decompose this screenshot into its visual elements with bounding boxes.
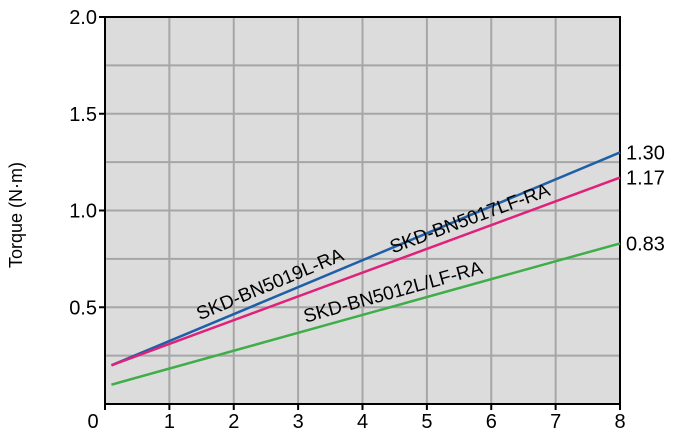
x-tick-label: 5 <box>421 411 432 431</box>
end-value-label: 1.17 <box>626 168 665 190</box>
series-line <box>111 176 621 367</box>
y-tick-label: 1.5 <box>69 104 97 126</box>
end-value-labels: 1.30 1.17 0.83 <box>626 142 665 255</box>
x-tick-label: 4 <box>357 411 368 431</box>
y-tick-label: 2.0 <box>69 7 97 29</box>
y-tick-label: 0.5 <box>69 297 97 319</box>
x-tick-label: 6 <box>486 411 497 431</box>
y-tick-label: 1.0 <box>69 201 97 223</box>
end-value-label: 0.83 <box>626 233 665 255</box>
x-tick-label: 1 <box>164 411 175 431</box>
series-line <box>110 151 621 367</box>
x-tick-label: 0 <box>87 411 98 431</box>
y-axis-label: Torque (N·m) <box>6 162 26 268</box>
x-tick-labels: 0 1 2 3 4 5 6 7 8 <box>87 411 625 431</box>
x-tick-label: 2 <box>228 411 239 431</box>
y-tick-labels: 0.5 1.0 1.5 2.0 <box>69 7 97 319</box>
end-value-label: 1.30 <box>626 142 665 164</box>
series-line <box>111 242 621 386</box>
axes <box>99 16 621 410</box>
x-tick-label: 3 <box>293 411 304 431</box>
x-tick-label: 8 <box>614 411 625 431</box>
x-tick-label: 7 <box>550 411 561 431</box>
series-lines <box>110 151 621 386</box>
